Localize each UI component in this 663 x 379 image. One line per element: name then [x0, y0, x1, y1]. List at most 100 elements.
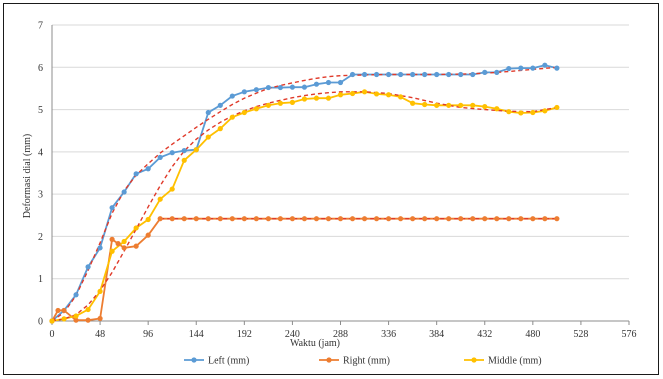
- x-tick-label: 240: [285, 329, 300, 340]
- data-point: [157, 216, 163, 222]
- data-point: [373, 216, 380, 222]
- y-tick-label: 5: [38, 105, 43, 116]
- trendline-1: [51, 91, 558, 322]
- x-tick-label: 432: [477, 329, 492, 340]
- x-tick-label: 0: [50, 329, 55, 340]
- data-point: [85, 317, 91, 323]
- legend-item: Left (mm): [184, 356, 249, 367]
- data-point: [410, 100, 416, 106]
- data-point: [121, 238, 127, 245]
- data-point: [470, 71, 476, 78]
- data-point: [169, 216, 175, 222]
- data-point: [434, 102, 440, 108]
- x-tick-label: 96: [143, 329, 153, 340]
- data-point: [217, 126, 223, 132]
- series-line-2: [51, 90, 558, 322]
- data-point: [97, 315, 103, 322]
- data-point: [133, 243, 139, 249]
- x-tick-label: 528: [573, 329, 588, 340]
- data-point: [253, 216, 259, 222]
- data-point: [542, 108, 548, 114]
- data-point: [385, 71, 392, 78]
- data-point: [313, 95, 320, 101]
- data-point: [398, 94, 404, 100]
- data-point: [542, 62, 548, 68]
- data-point: [289, 99, 296, 105]
- data-point: [289, 84, 296, 90]
- data-point: [470, 102, 476, 108]
- data-point: [277, 84, 283, 91]
- data-point: [109, 236, 115, 242]
- data-point: [205, 109, 211, 116]
- y-tick-label: 6: [38, 63, 43, 74]
- data-point: [446, 216, 452, 222]
- data-point: [470, 216, 476, 222]
- data-point: [349, 90, 356, 97]
- x-tick-label: 288: [333, 329, 348, 340]
- data-point: [325, 79, 332, 86]
- data-point: [506, 216, 512, 222]
- data-points: [49, 62, 560, 324]
- chart-frame: 0 1 2 3 4 5 6 7 0 48 96 144 192 240 288 336 384 432 480 528…: [3, 3, 659, 375]
- data-point: [410, 216, 416, 222]
- data-point: [181, 147, 187, 154]
- data-point: [109, 248, 115, 254]
- data-point: [385, 216, 392, 222]
- y-tick-label: 2: [38, 232, 43, 243]
- data-point: [337, 79, 344, 86]
- y-tick-label: 4: [38, 147, 43, 158]
- data-point: [482, 69, 488, 75]
- data-point: [217, 216, 223, 222]
- series-line-0: [51, 64, 558, 322]
- data-point: [193, 216, 199, 222]
- data-point: [169, 186, 175, 192]
- axes: [51, 25, 630, 325]
- data-point: [349, 71, 356, 78]
- data-point: [349, 216, 356, 222]
- trendline-0: [51, 66, 557, 322]
- data-point: [542, 216, 548, 222]
- legend-item: Middle (mm): [464, 356, 542, 367]
- data-point: [157, 154, 163, 160]
- data-point: [55, 307, 61, 314]
- y-tick-label: 7: [38, 21, 43, 32]
- data-point: [133, 171, 139, 177]
- data-point: [145, 216, 151, 223]
- x-tick-label: 384: [429, 329, 444, 340]
- y-tick-label: 1: [38, 274, 43, 285]
- legend-marker: [471, 357, 477, 363]
- data-point: [157, 196, 163, 202]
- data-point: [73, 292, 79, 298]
- data-point: [422, 101, 428, 108]
- data-point: [229, 93, 235, 99]
- y-tick-label: 0: [38, 317, 43, 328]
- data-point: [301, 96, 308, 102]
- data-point: [385, 92, 392, 98]
- data-point: [115, 241, 121, 247]
- data-point: [241, 89, 247, 95]
- series-line-1: [51, 217, 557, 322]
- data-point: [145, 232, 151, 238]
- data-point: [61, 316, 67, 322]
- data-point: [361, 216, 368, 222]
- x-tick-label: 480: [525, 329, 540, 340]
- data-point: [482, 216, 488, 222]
- data-point: [277, 100, 283, 106]
- data-point: [554, 65, 560, 71]
- data-point: [97, 245, 103, 251]
- data-point: [253, 87, 259, 93]
- data-point: [241, 216, 247, 222]
- data-point: [253, 106, 259, 112]
- data-point: [181, 157, 187, 163]
- data-point: [506, 109, 512, 115]
- data-point: [85, 306, 91, 313]
- data-point: [133, 225, 139, 231]
- data-point: [313, 81, 320, 87]
- data-point: [49, 318, 55, 324]
- data-point: [446, 71, 452, 78]
- data-point: [289, 216, 296, 222]
- legend-marker: [191, 357, 197, 363]
- data-point: [145, 166, 151, 172]
- data-point: [373, 71, 380, 78]
- x-tick-label: 192: [237, 329, 252, 340]
